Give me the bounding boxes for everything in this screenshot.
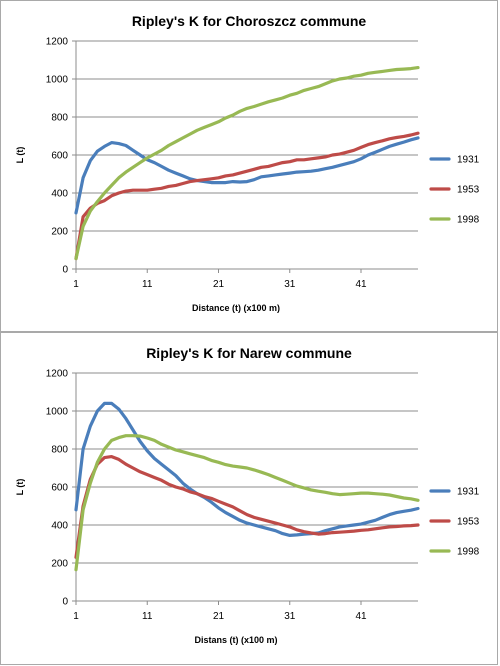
x-tick-label: 31	[284, 611, 296, 622]
series-line-1998	[74, 65, 420, 261]
x-axis-title: Distance (t) (x100 m)	[192, 303, 280, 313]
y-tick-label: 600	[51, 151, 68, 162]
legend-label-1931: 1931	[457, 487, 480, 498]
legend-label-1953: 1953	[457, 517, 480, 528]
y-tick-label: 0	[62, 597, 68, 608]
chart-panel-narew: Ripley's K for Narew commune 0 200 400 600 80…	[0, 332, 498, 665]
chart-panel-choroszcz: Ripley's K for Choroszcz commune 0 200 400 6…	[0, 0, 498, 332]
y-tick-label: 800	[51, 445, 68, 456]
y-tick-label: 1000	[46, 75, 69, 86]
x-tick-label: 41	[355, 611, 367, 622]
y-tick-label: 0	[62, 265, 68, 276]
y-tick-label: 800	[51, 113, 68, 124]
series-line-1931	[74, 401, 420, 537]
chart-choroszcz: Ripley's K for Choroszcz commune 0 200 400 6…	[15, 13, 480, 313]
legend-label-1953: 1953	[457, 185, 480, 196]
legend-label-1998: 1998	[457, 547, 480, 558]
y-axis-title: L (t)	[15, 147, 25, 164]
y-tick-label: 400	[51, 521, 68, 532]
y-tick-label: 1200	[46, 37, 69, 48]
series-line-1953	[74, 131, 420, 261]
y-tick-label: 1000	[46, 407, 69, 418]
x-tick-label: 1	[73, 611, 79, 622]
series-line-1998	[74, 434, 420, 572]
y-tick-label: 200	[51, 559, 68, 570]
y-tick-label: 600	[51, 483, 68, 494]
x-tick-label: 41	[355, 279, 367, 290]
x-tick-label: 21	[213, 279, 225, 290]
x-axis-title: Distans (t) (x100 m)	[194, 635, 277, 645]
x-tick-label: 21	[213, 611, 225, 622]
series-line-1953	[74, 454, 420, 559]
legend-label-1998: 1998	[457, 215, 480, 226]
y-tick-label: 200	[51, 227, 68, 238]
y-tick-label: 400	[51, 189, 68, 200]
chart-narew: Ripley's K for Narew commune 0 200 400 600 80…	[15, 345, 480, 645]
y-tick-label: 1200	[46, 369, 69, 380]
x-tick-label: 11	[142, 611, 153, 622]
y-axis-title: L (t)	[15, 479, 25, 496]
x-tick-label: 11	[142, 279, 153, 290]
chart-title: Ripley's K for Narew commune	[146, 345, 352, 361]
series-line-1931	[74, 136, 420, 215]
x-tick-label: 31	[284, 279, 296, 290]
legend-label-1931: 1931	[457, 155, 480, 166]
x-tick-label: 1	[73, 279, 79, 290]
chart-title: Ripley's K for Choroszcz commune	[132, 13, 367, 29]
